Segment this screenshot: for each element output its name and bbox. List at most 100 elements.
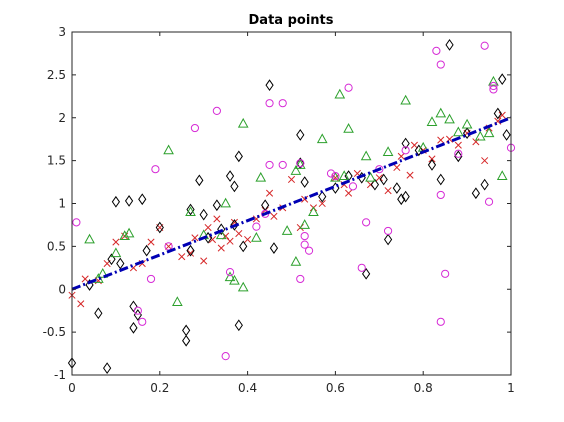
y-tick-label: 1.5: [47, 154, 66, 168]
series-1-point-1: [85, 279, 94, 291]
series-1-point-47: [414, 144, 423, 157]
series-3-point-21: [326, 169, 336, 178]
series-2-point-25: [330, 171, 341, 182]
x-tick-label: 0: [68, 381, 76, 395]
series-1-point-31: [269, 242, 279, 254]
series-1-point-40: [370, 178, 380, 191]
series-3-point-36: [480, 41, 489, 50]
series-3-point-16: [296, 159, 305, 168]
series-2-point-3: [110, 247, 122, 258]
series-2-point-40: [483, 127, 495, 138]
series-3-point-19: [300, 240, 309, 249]
series-0-point-11: [165, 242, 173, 250]
series-3-point-14: [278, 160, 287, 170]
series-1-point-4: [107, 253, 116, 266]
series-1-point-43: [392, 182, 401, 194]
series-2-point-12: [224, 271, 236, 282]
series-0-point-42: [393, 163, 401, 172]
series-3-point-23: [344, 83, 353, 92]
series-2-point-17: [255, 171, 267, 182]
series-1-point-13: [155, 221, 164, 234]
x-tick-label: 0.6: [326, 381, 345, 395]
x-tick-label: 0.4: [238, 381, 257, 395]
series-2-point-29: [360, 150, 372, 161]
series-0-point-28: [270, 212, 278, 220]
x-tick-label: 1: [507, 381, 515, 395]
series-0-point-56: [498, 111, 506, 119]
series-1-point-7: [124, 195, 134, 207]
series-2-point-22: [299, 219, 311, 229]
series-1-point-16: [186, 244, 195, 257]
series-3-point-30: [432, 46, 441, 55]
series-3-point-4: [151, 165, 160, 174]
series-1-point-12: [142, 244, 151, 257]
axes-layer: 0 0.2 0.4 0.6 0.8 1 -1 -0.5 0 0.5 1 1.5 2 2.5 3: [43, 25, 515, 395]
y-tick-label: 1: [58, 197, 66, 211]
series-1-point-49: [436, 173, 445, 186]
series-2-point-26: [334, 88, 346, 99]
series-1-point-21: [212, 199, 221, 212]
series-1-point-19: [199, 208, 208, 221]
plot-area: [72, 32, 511, 375]
y-tick-label: 3: [58, 25, 66, 39]
series-2-point-19: [290, 165, 302, 175]
series-2-point-31: [382, 146, 394, 156]
series-0-point-44: [406, 171, 414, 179]
series-1-point-35: [318, 190, 327, 203]
series-3-point-2: [138, 317, 147, 326]
series-3-point-31: [436, 60, 445, 69]
x-tick-label: 0.8: [414, 381, 433, 395]
series-0-point-18: [213, 215, 221, 223]
series-0-point-17: [208, 235, 217, 244]
series-3-point-17: [296, 274, 305, 284]
series-3-point-39: [484, 197, 494, 206]
series-3-point-26: [362, 218, 371, 227]
series-1-point-42: [383, 233, 393, 246]
y-tick-label: 0: [58, 282, 66, 296]
series-3-point-15: [278, 99, 287, 108]
y-tick-label: 0.5: [47, 239, 66, 253]
series-2-point-34: [426, 116, 438, 126]
series-2-point-39: [474, 130, 486, 141]
series-0-point-45: [410, 141, 418, 149]
series-2-point-2: [97, 267, 109, 278]
series-3-point-38: [489, 85, 498, 94]
series-1-point-24: [230, 180, 239, 193]
series-3-point-10: [252, 222, 261, 231]
series-0-point-24: [244, 235, 252, 244]
series-2-point-10: [215, 229, 227, 240]
series-0-point-14: [191, 234, 199, 242]
x-tick-label: 0.2: [150, 381, 169, 395]
series-2-point-11: [220, 197, 231, 208]
series-1-point-48: [427, 159, 437, 171]
series-0-point-40: [375, 174, 383, 182]
series-3-point-29: [401, 146, 410, 155]
series-2-point-14: [237, 281, 249, 292]
series-0-point-50: [454, 141, 462, 149]
series-1-point-52: [462, 127, 472, 140]
series-0-point-2: [81, 275, 89, 283]
series-1-point-5: [111, 195, 121, 208]
series-0-point-32: [301, 195, 309, 203]
series-3-point-35: [454, 149, 463, 158]
series-2-point-21: [294, 159, 306, 169]
series-3-point-34: [436, 317, 445, 326]
series-3-point-33: [441, 269, 450, 278]
series-1-point-32: [296, 129, 305, 141]
series-1-point-28: [239, 240, 248, 253]
series-0-point-35: [331, 174, 339, 182]
series-3-point-28: [383, 226, 393, 236]
series-1-point-46: [401, 137, 410, 150]
series-3-point-7: [212, 106, 221, 115]
series-1-point-27: [234, 319, 243, 332]
series-0-point-13: [186, 249, 195, 257]
series-1-point-45: [401, 190, 410, 203]
series-2-point-7: [172, 296, 183, 307]
series-2-point-0: [84, 233, 95, 244]
y-tick-label: 2.5: [47, 68, 66, 82]
series-2-point-41: [488, 75, 499, 86]
series-0-point-16: [204, 223, 212, 232]
series-1-point-57: [502, 129, 511, 141]
series-0-point-12: [178, 253, 186, 261]
